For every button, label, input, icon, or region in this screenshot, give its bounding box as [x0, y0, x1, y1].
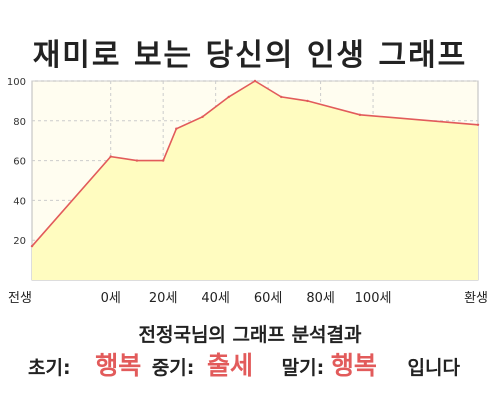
analysis-subtitle: 전정국님의 그래프 분석결과 [138, 324, 362, 346]
life-line [31, 80, 479, 247]
mid-value: 출세 [207, 351, 254, 380]
x-axis-ticks: 전생 0세 20세 40세 60세 80세 100세 환생 [8, 291, 488, 306]
data-point [175, 127, 178, 130]
x-tick-label: 100세 [355, 291, 392, 306]
y-tick-label: 40 [13, 196, 26, 207]
x-tick-label: 환생 [464, 291, 488, 306]
y-tick-label: 100 [7, 77, 26, 88]
data-point [161, 159, 165, 162]
data-point [227, 95, 230, 99]
x-tick-label: 0세 [101, 291, 121, 306]
analysis-result: 초기: 행복 중기: 출세 말기: 행복 입니다 [26, 346, 496, 382]
data-point [253, 79, 257, 83]
x-tick-label: 80세 [306, 291, 335, 306]
data-point [306, 99, 309, 103]
early-label: 초기: [28, 357, 71, 379]
result-suffix: 입니다 [407, 357, 460, 379]
data-point [358, 113, 362, 117]
data-point [30, 244, 34, 248]
early-value: 행복 [95, 351, 142, 380]
data-point [476, 123, 480, 126]
x-tick-label: 40세 [201, 291, 230, 306]
data-point [135, 159, 139, 162]
late-label: 말기: [281, 357, 325, 379]
data-point [109, 155, 112, 158]
y-tick-label: 20 [13, 236, 26, 247]
x-tick-label: 60세 [254, 291, 283, 306]
data-point [280, 95, 283, 99]
y-tick-label: 60 [13, 157, 26, 168]
x-tick-label: 20세 [149, 291, 178, 306]
page-title: 재미로 보는 당신의 인생 그래프 [32, 38, 468, 73]
mid-label: 중기: [151, 357, 195, 379]
data-point [201, 115, 204, 119]
y-axis-ticks: 20 40 60 80 100 [7, 77, 26, 247]
late-value: 행복 [330, 351, 377, 380]
y-tick-label: 80 [13, 117, 26, 128]
life-area-fill [32, 81, 478, 280]
x-tick-label: 전생 [8, 291, 32, 306]
